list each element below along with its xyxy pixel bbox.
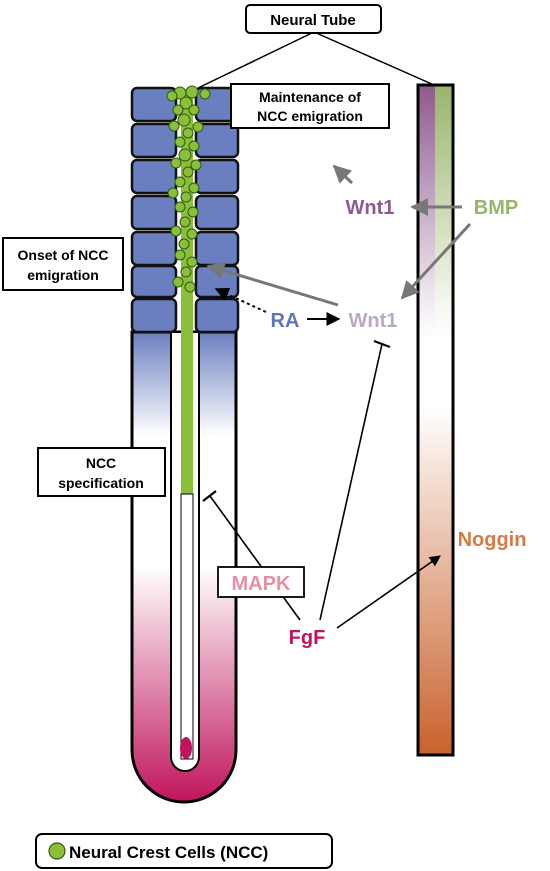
mapk-box: MAPK bbox=[218, 567, 304, 597]
fgf-label: FgF bbox=[289, 627, 326, 649]
ncc-legend-icon bbox=[49, 843, 65, 859]
arrow-wnt1-to-maintenance bbox=[334, 166, 352, 183]
molecule-labels: Wnt1 BMP RA Wnt1 Noggin MAPK FgF bbox=[218, 197, 526, 649]
maintenance-text-line1: Maintenance of bbox=[259, 89, 361, 105]
wnt1-lower-label: Wnt1 bbox=[349, 310, 398, 332]
specification-label: NCC specification bbox=[38, 448, 165, 496]
noggin-label: Noggin bbox=[458, 529, 527, 551]
floor-plate bbox=[180, 737, 192, 759]
bmp-label: BMP bbox=[474, 197, 518, 219]
legend: Neural Crest Cells (NCC) bbox=[36, 834, 332, 868]
onset-text-line2: emigration bbox=[27, 267, 99, 283]
onset-text-line1: Onset of NCC bbox=[18, 247, 109, 263]
maintenance-text-line2: NCC emigration bbox=[257, 108, 363, 124]
mapk-label: MAPK bbox=[232, 573, 291, 595]
specification-text-line1: NCC bbox=[86, 455, 116, 471]
legend-text: Neural Crest Cells (NCC) bbox=[69, 843, 268, 862]
maintenance-label: Maintenance of NCC emigration bbox=[231, 84, 389, 128]
ra-label: RA bbox=[271, 310, 300, 332]
specification-text-line2: specification bbox=[58, 475, 144, 491]
neural-tube-text: Neural Tube bbox=[270, 12, 356, 29]
neural-tube-label: Neural Tube bbox=[246, 5, 381, 33]
neural-tube-callout-lines bbox=[198, 32, 434, 88]
signaling-gradient-bar bbox=[418, 85, 453, 755]
wnt1-upper-label: Wnt1 bbox=[346, 197, 395, 219]
onset-label: Onset of NCC emigration bbox=[3, 238, 123, 290]
inhibit-fgf-to-wnt1 bbox=[320, 344, 382, 620]
